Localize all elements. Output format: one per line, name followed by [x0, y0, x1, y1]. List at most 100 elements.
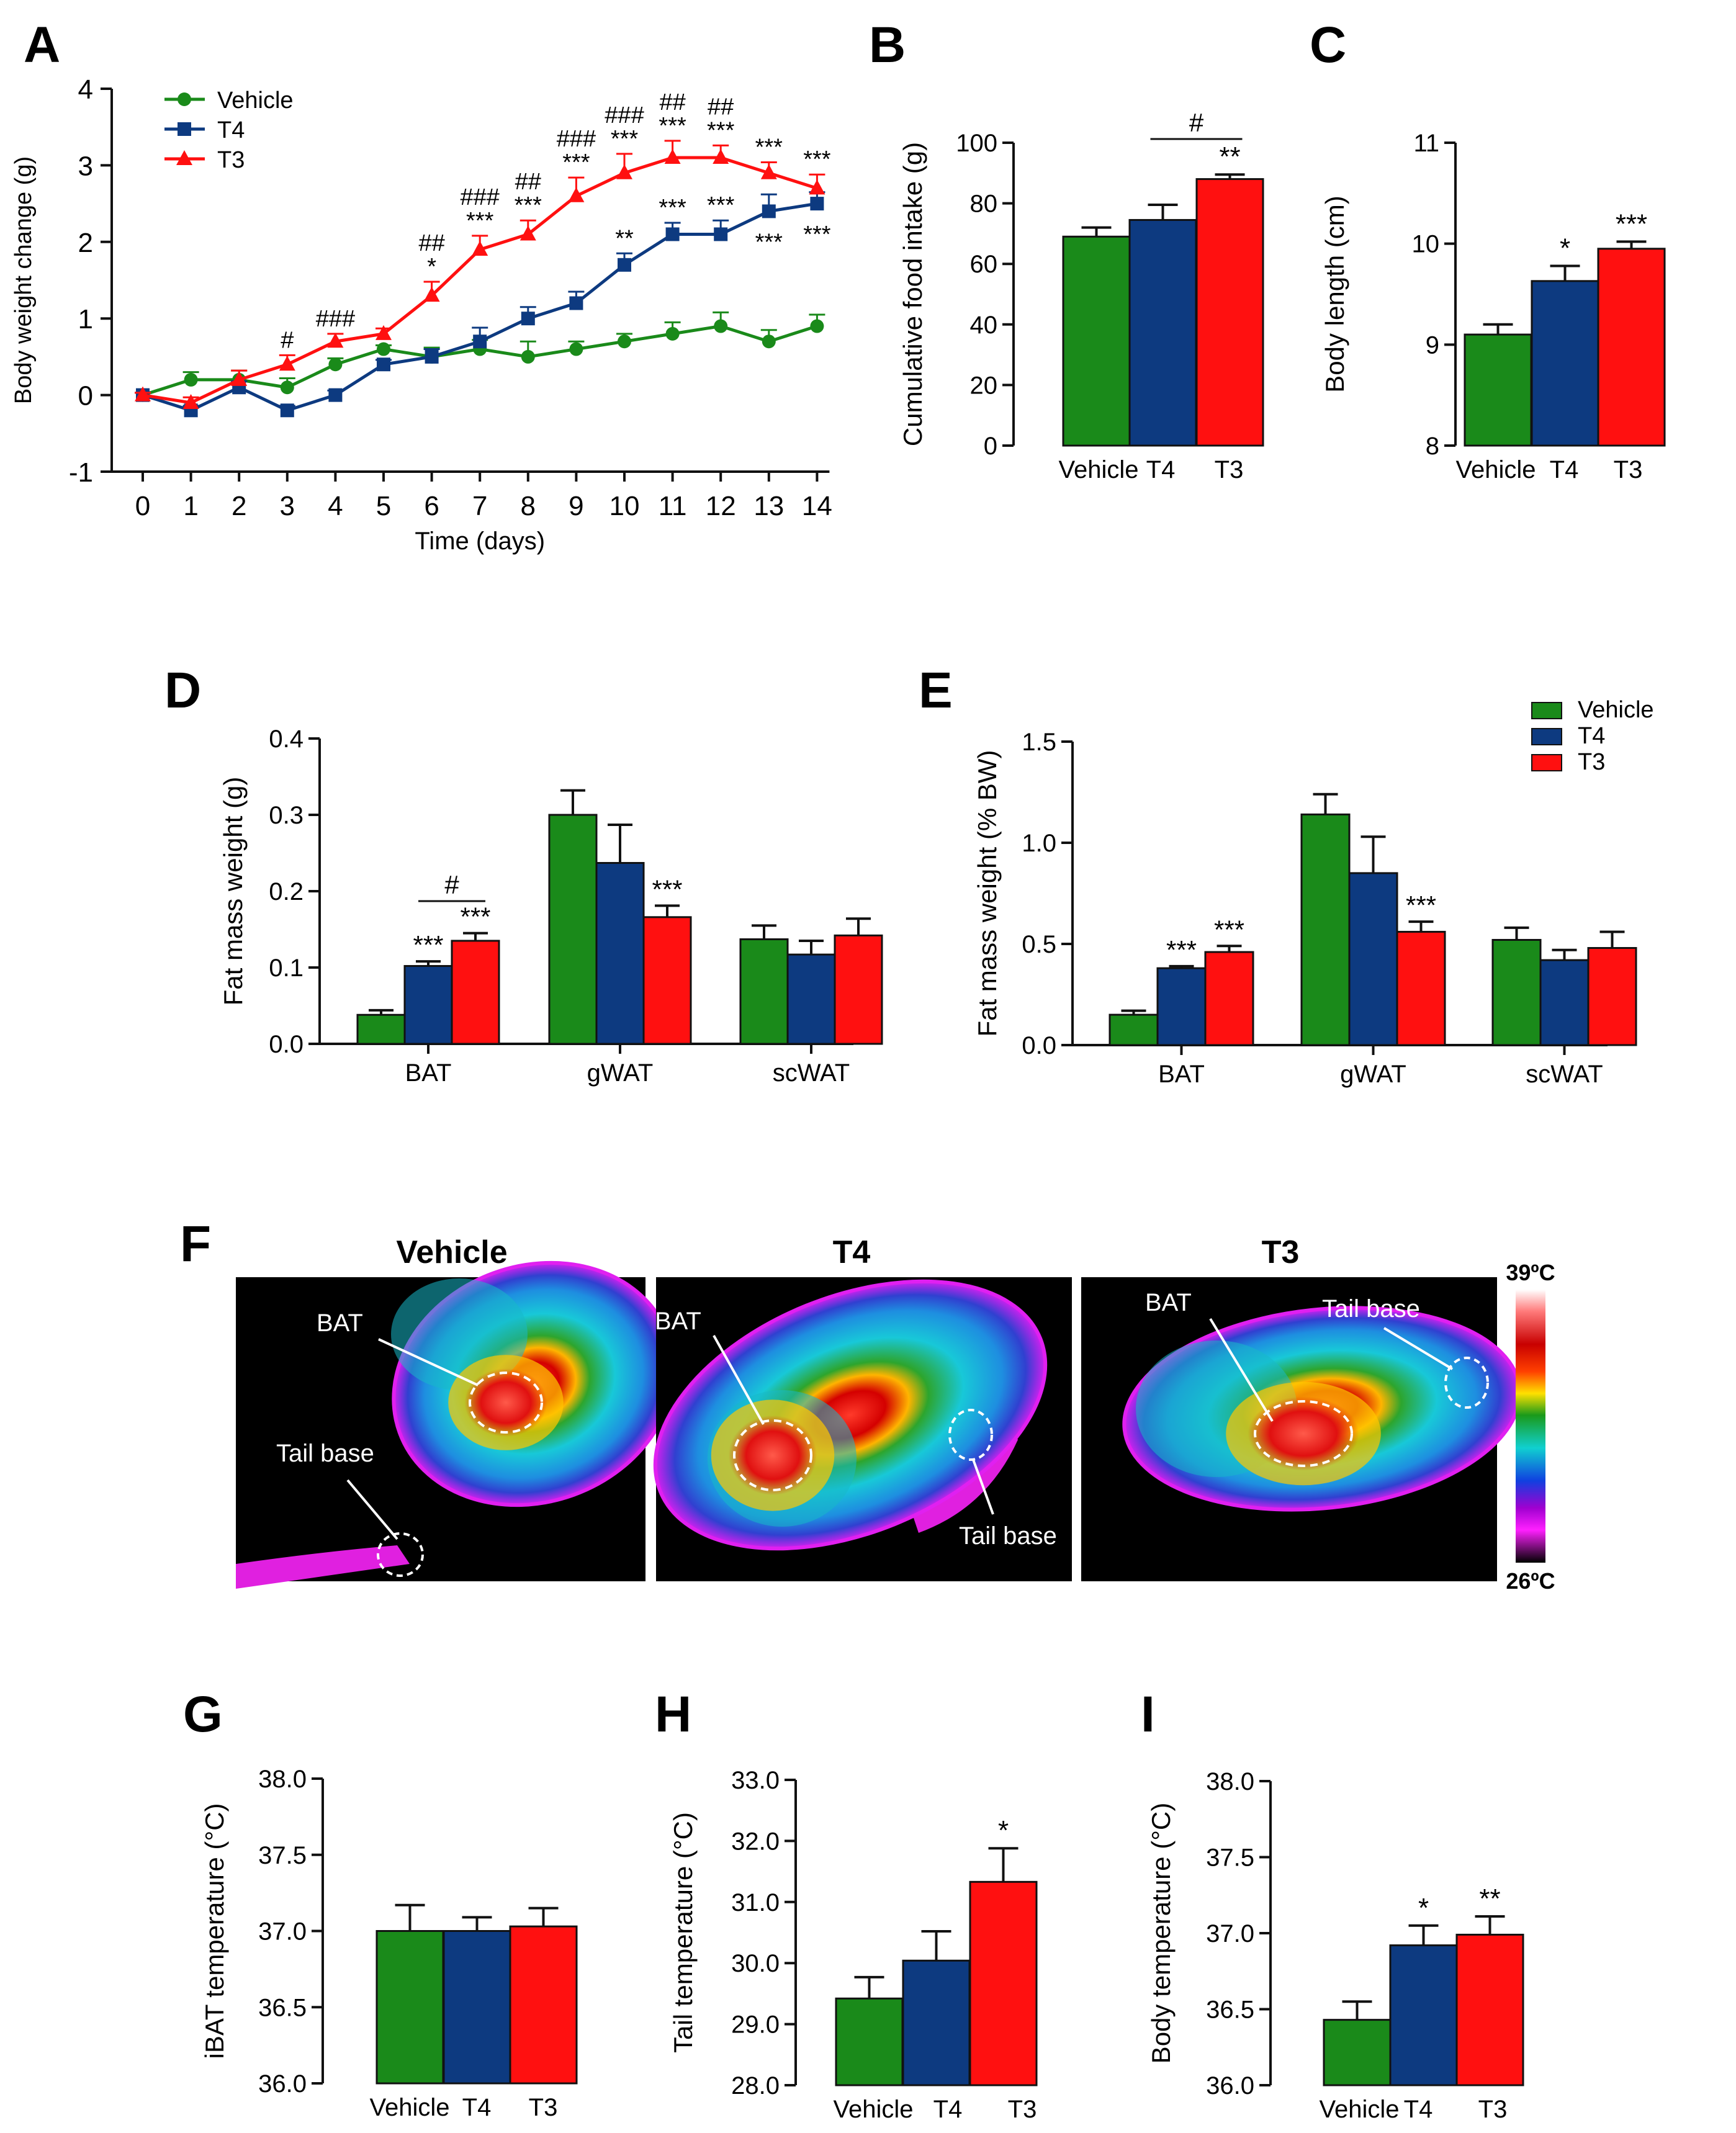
bar-vehicle-gwat — [1300, 813, 1351, 1046]
category-label: gWAT — [587, 1059, 654, 1087]
thermal-image-title: T3 — [1262, 1234, 1300, 1270]
label-pointer — [1209, 1318, 1274, 1422]
y-tick-label: 37.0 — [1206, 1920, 1254, 1947]
bar-vehicle-scwat — [739, 938, 789, 1045]
significance-marker: ### — [557, 126, 596, 152]
legend-marker-t4 — [178, 122, 191, 136]
data-point-vehicle — [714, 319, 728, 333]
y-tick-label: 8 — [1426, 433, 1439, 460]
significance-marker: *** — [707, 192, 735, 218]
bar-t3 — [509, 1925, 578, 2085]
significance-marker: *** — [460, 902, 490, 932]
category-label: BAT — [1158, 1061, 1205, 1088]
tail-base-circle — [948, 1409, 993, 1461]
y-tick-label: 0 — [984, 433, 997, 460]
data-point-t4 — [377, 357, 390, 372]
category-label: T3 — [529, 2094, 558, 2121]
x-tick-label: 3 — [280, 491, 295, 521]
thermal-image-t4: BAT Tail base — [653, 1277, 1072, 1581]
panel-b-bar-chart: B 0 20 40 60 80 100 Cumulative food intake (g) V… — [869, 17, 1264, 483]
series-t4 — [135, 191, 825, 418]
category-label: Vehicle — [834, 2096, 914, 2123]
bar-t3-bat — [1204, 951, 1254, 1046]
x-tick-label: 1 — [183, 491, 198, 521]
data-point-t4 — [425, 349, 439, 364]
label-pointer — [378, 1338, 479, 1386]
category-label: T3 — [1008, 2096, 1037, 2123]
x-tick-label: 12 — [706, 491, 736, 521]
data-point-t4 — [280, 403, 294, 418]
significance-marker: * — [1418, 1893, 1429, 1923]
data-point-t3 — [135, 386, 151, 402]
bar-t4 — [443, 1930, 511, 2085]
category-label: T4 — [1146, 456, 1176, 483]
data-point-t3 — [664, 149, 681, 164]
bat-label: BAT — [317, 1309, 363, 1337]
panel-letter: E — [919, 662, 953, 719]
x-tick-label: 0 — [135, 491, 150, 521]
thermal-image-title: Vehicle — [396, 1234, 507, 1270]
y-axis-label: Body length (cm) — [1320, 195, 1349, 392]
y-tick-label: 10 — [1412, 231, 1440, 258]
significance-marker: *** — [755, 229, 783, 255]
significance-marker: * — [998, 1815, 1009, 1846]
y-tick-label: 0.2 — [269, 878, 304, 905]
data-point-t3 — [760, 164, 777, 179]
temperature-color-scale — [1516, 1290, 1545, 1563]
y-tick-label: 0 — [78, 381, 93, 411]
thermal-image-vehicle: BAT Tail base — [236, 1260, 676, 1589]
data-point-t3 — [616, 164, 632, 179]
y-tick-label: 11 — [1413, 130, 1439, 157]
significance-marker: ### — [460, 184, 499, 210]
legend-marker-vehicle — [178, 92, 191, 106]
bar-t3-scwat — [834, 934, 883, 1045]
data-point-vehicle — [618, 335, 631, 349]
significance-marker: ## — [659, 89, 685, 115]
bar-t4 — [1128, 218, 1197, 447]
y-tick-label: 0.3 — [269, 802, 304, 829]
data-point-t3 — [568, 187, 585, 202]
legend-swatch-vehicle — [1531, 702, 1562, 719]
tail-base-circle — [1444, 1357, 1489, 1409]
significance-marker: * — [427, 254, 436, 280]
thermal-image-t3: BAT Tail base — [1081, 1277, 1522, 1581]
bat-hot-spot — [728, 1415, 817, 1496]
bar-t4 — [1389, 1944, 1458, 2086]
y-tick-label: 20 — [970, 372, 998, 399]
x-tick-label: 2 — [232, 491, 246, 521]
category-label: T4 — [1404, 2096, 1433, 2123]
data-point-t4 — [521, 312, 535, 326]
data-point-vehicle — [184, 372, 198, 387]
bat-region-circle — [1254, 1400, 1353, 1467]
data-point-t3 — [809, 179, 825, 195]
significance-marker: *** — [1406, 891, 1436, 920]
category-label: T3 — [1478, 2096, 1508, 2123]
category-label: scWAT — [1526, 1061, 1603, 1088]
y-tick-label: 40 — [970, 312, 998, 339]
bar-t4-scwat — [1539, 959, 1590, 1046]
panel-letter: F — [180, 1216, 211, 1272]
y-tick-label: 0.1 — [269, 954, 304, 982]
y-tick-label: 28.0 — [731, 2072, 780, 2099]
significance-marker: * — [1560, 233, 1570, 263]
category-label: T3 — [1614, 456, 1643, 483]
data-point-t3 — [423, 287, 440, 302]
panel-f-thermal-images: F BAT Tail base Vehicle BAT Tail base T4 BAT Tai… — [180, 1216, 1555, 1594]
panel-letter: B — [869, 17, 906, 73]
panel-d-grouped-bar-chart: D 0.0 0.1 0.2 0.3 0.4 Fat mass weight (g) *** **… — [164, 662, 883, 1087]
category-label: gWAT — [1340, 1061, 1406, 1088]
y-tick-label: 36.5 — [258, 1994, 307, 2021]
y-tick-label: 1.0 — [1022, 830, 1056, 857]
significance-marker: ** — [1479, 1884, 1500, 1914]
y-tick-label: 0.5 — [1022, 931, 1056, 958]
data-point-t4 — [618, 258, 631, 272]
bar-vehicle — [835, 1997, 904, 2086]
data-point-vehicle — [762, 335, 776, 349]
significance-marker: *** — [611, 126, 639, 152]
legend-swatch-t4 — [1531, 728, 1562, 745]
y-axis-label: Fat mass weight (g) — [218, 777, 248, 1006]
data-point-t3 — [231, 370, 248, 386]
y-tick-label: 9 — [1426, 331, 1439, 359]
y-tick-label: 29.0 — [731, 2011, 780, 2039]
bar-t3 — [1597, 248, 1666, 447]
